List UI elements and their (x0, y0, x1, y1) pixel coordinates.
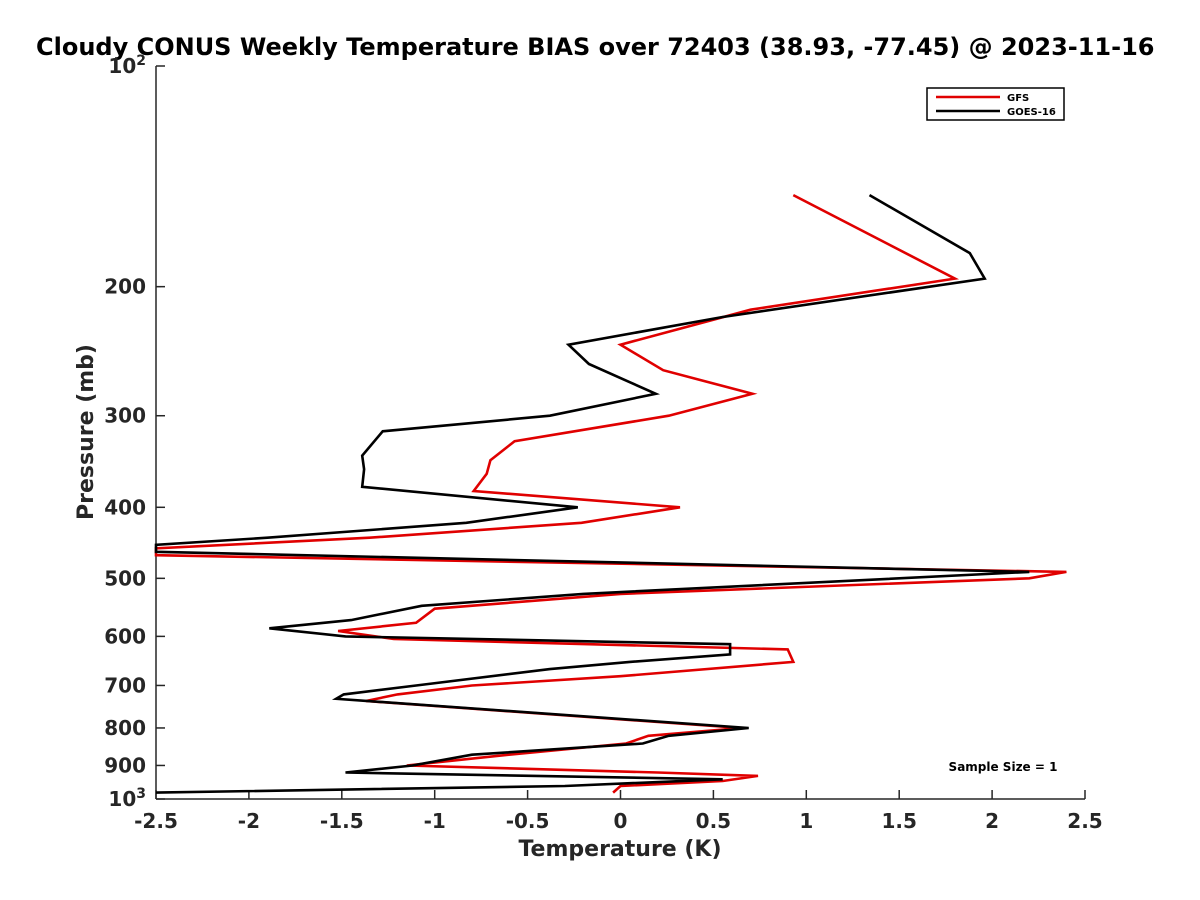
y-tick-label: 500 (104, 566, 146, 590)
series-line-goes-16 (154, 193, 1030, 794)
tick-base: 10 (108, 54, 136, 78)
x-tick-label: 1.5 (881, 809, 916, 833)
x-tick-label: -2 (238, 809, 260, 833)
y-major-tick-label: 103 (108, 786, 146, 811)
chart-title: Cloudy CONUS Weekly Temperature BIAS ove… (36, 33, 1154, 61)
series-line-gfs (154, 193, 1067, 794)
legend-label: GOES-16 (1007, 107, 1056, 118)
legend-box (926, 87, 1065, 121)
x-tick-label: -1.5 (320, 809, 364, 833)
sample-size-annotation: Sample Size = 1 (949, 760, 1058, 774)
tick-exponent: 3 (136, 786, 146, 802)
x-axis-title: Temperature (K) (518, 837, 721, 862)
y-tick-label: 300 (104, 404, 146, 428)
y-major-tick-label: 102 (108, 53, 146, 78)
x-tick-label: 1 (799, 809, 813, 833)
x-tick-label: -2.5 (134, 809, 178, 833)
tick-exponent: 2 (136, 53, 146, 69)
y-tick-label: 600 (104, 624, 146, 648)
y-tick-label: 200 (104, 275, 146, 299)
legend-label: GFS (1007, 93, 1029, 104)
legend: GFS GOES-16 (926, 87, 1065, 121)
x-tick-label: 0 (614, 809, 628, 833)
y-tick-label: 900 (104, 753, 146, 777)
y-tick-label: 800 (104, 716, 146, 740)
x-tick-label: -1 (424, 809, 446, 833)
series-layer (154, 193, 1067, 794)
axes: -2.5 -2 -1.5 -1 -0.5 0 0.5 1 1.5 2 2.5 200 300 400 500… (104, 53, 1102, 833)
tick-base: 10 (108, 787, 136, 811)
y-tick-label: 400 (104, 495, 146, 519)
x-tick-label: 2 (985, 809, 999, 833)
y-tick-label: 700 (104, 673, 146, 697)
x-tick-label: 2.5 (1067, 809, 1102, 833)
y-axis-title: Pressure (mb) (74, 344, 99, 520)
x-tick-label: -0.5 (506, 809, 550, 833)
x-tick-label: 0.5 (696, 809, 731, 833)
